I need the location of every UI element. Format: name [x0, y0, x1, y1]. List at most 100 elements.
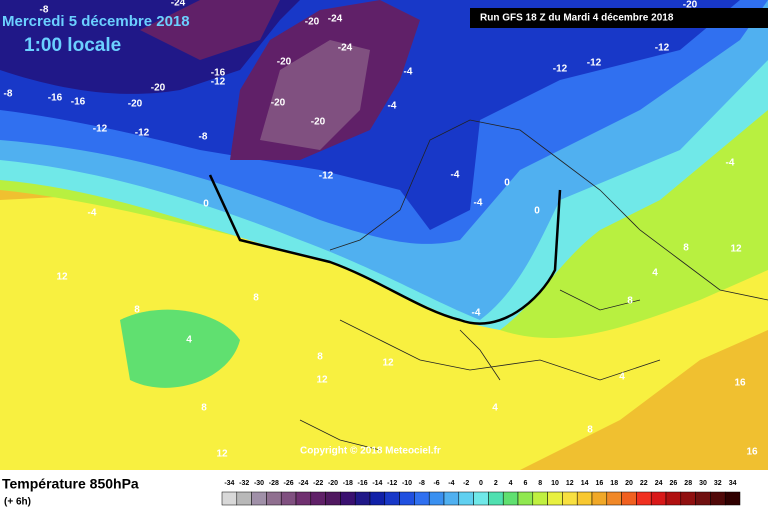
scale-swatch: [384, 491, 400, 506]
contour-label: 4: [619, 372, 625, 383]
scale-swatch: [414, 491, 430, 506]
contour-label: -12: [93, 124, 108, 135]
scale-label: 34: [729, 480, 737, 487]
contour-label: -24: [338, 43, 353, 54]
scale-swatch: [547, 491, 563, 506]
run-info: Run GFS 18 Z du Mardi 4 décembre 2018: [480, 13, 674, 24]
contour-label: -12: [655, 43, 670, 54]
scale-label: 12: [566, 480, 574, 487]
scale-swatch: [710, 491, 726, 506]
contour-label: -8: [4, 89, 13, 100]
contour-label: -8: [199, 132, 208, 143]
contour-label: 12: [56, 272, 68, 283]
scale-swatch: [369, 491, 386, 506]
scale-swatch: [473, 491, 489, 506]
contour-label: -4: [404, 67, 413, 78]
scale-label: -8: [419, 480, 425, 487]
scale-swatch: [636, 491, 652, 506]
scale-swatch: [458, 491, 474, 506]
contour-label: -4: [726, 158, 735, 169]
scale-label: 0: [479, 480, 483, 487]
scale-label: -34: [224, 480, 234, 487]
scale-label: 28: [684, 480, 692, 487]
contour-label: -12: [553, 64, 568, 75]
date-title: Mercredi 5 décembre 2018: [2, 13, 190, 30]
scale-swatch: [236, 491, 252, 506]
scale-label: -32: [239, 480, 249, 487]
contour-label: -20: [277, 57, 292, 68]
contour-label: -16: [211, 68, 226, 79]
scale-label: 18: [610, 480, 618, 487]
scale-label: 10: [551, 480, 559, 487]
contour-label: -12: [319, 171, 334, 182]
scale-label: -26: [284, 480, 294, 487]
contour-label: 0: [203, 199, 209, 210]
contour-label: 4: [652, 268, 658, 279]
scale-swatch: [591, 491, 608, 506]
scale-swatch: [251, 491, 267, 506]
contour-label: 8: [134, 305, 140, 316]
scale-label: 16: [596, 480, 604, 487]
scale-label: 8: [538, 480, 542, 487]
contour-label: 12: [730, 244, 742, 255]
scale-swatch: [488, 491, 504, 506]
scale-label: -16: [358, 480, 368, 487]
contour-label: -20: [151, 83, 166, 94]
contour-label: 12: [382, 358, 394, 369]
scale-swatch: [502, 491, 519, 506]
scale-swatch: [621, 491, 637, 506]
time-title: 1:00 locale: [24, 35, 121, 56]
scale-label: 32: [714, 480, 722, 487]
contour-label: 8: [253, 293, 259, 304]
scale-swatch: [280, 491, 297, 506]
scale-label: -30: [254, 480, 264, 487]
contour-label: 8: [587, 425, 593, 436]
color-scale: -34 -32 -30 -28 -26 -24 -22 -20 -18 -16 -14 -12 -10-…: [221, 480, 741, 506]
scale-swatch: [606, 491, 622, 506]
contour-label: -12: [211, 77, 226, 88]
scale-label: -10: [402, 480, 412, 487]
scale-swatch: [399, 491, 415, 506]
contour-label: 4: [186, 335, 192, 346]
scale-swatch: [221, 491, 238, 506]
scale-swatch: [576, 491, 593, 506]
contour-label: -24: [171, 0, 186, 9]
contour-label: -20: [128, 99, 143, 110]
copyright: Copyright © 2018 Meteociel.fr: [300, 446, 441, 457]
scale-swatch: [325, 491, 341, 506]
run-box: [470, 8, 768, 28]
contour-label: 8: [683, 243, 689, 254]
scale-label: -2: [463, 480, 469, 487]
scale-swatch: [724, 491, 741, 506]
scale-label: -14: [372, 480, 382, 487]
scale-swatch: [680, 491, 696, 506]
contour-label: -12: [587, 58, 602, 69]
contour-label: -4: [472, 308, 481, 319]
contour-label: 8: [317, 352, 323, 363]
contour-label: 12: [316, 375, 328, 386]
contour-label: -4: [88, 208, 97, 219]
scale-label: -22: [313, 480, 323, 487]
contour-label: 12: [216, 449, 228, 460]
scale-label: -18: [343, 480, 353, 487]
contour-label: -20: [305, 17, 320, 28]
contour-label: 0: [504, 178, 510, 189]
contour-label: 4: [492, 403, 498, 414]
map-background: [0, 0, 768, 470]
contour-label: 8: [201, 403, 207, 414]
scale-swatch: [695, 491, 711, 506]
field-title: Température 850hPa: [2, 476, 139, 492]
scale-label: 24: [655, 480, 663, 487]
scale-swatch: [310, 491, 326, 506]
contour-label: 16: [746, 447, 758, 458]
scale-swatch: [650, 491, 667, 506]
contour-label: 0: [534, 206, 540, 217]
scale-swatch: [340, 491, 356, 506]
contour-labels: -24 -20 -24 -16 -12 -20 -16 -16 -20 -12 …: [4, 0, 758, 460]
scale-label: -4: [448, 480, 454, 487]
contour-label: 16: [734, 378, 746, 389]
scale-swatch: [562, 491, 578, 506]
scale-label: 2: [494, 480, 498, 487]
scale-label: -6: [433, 480, 439, 487]
